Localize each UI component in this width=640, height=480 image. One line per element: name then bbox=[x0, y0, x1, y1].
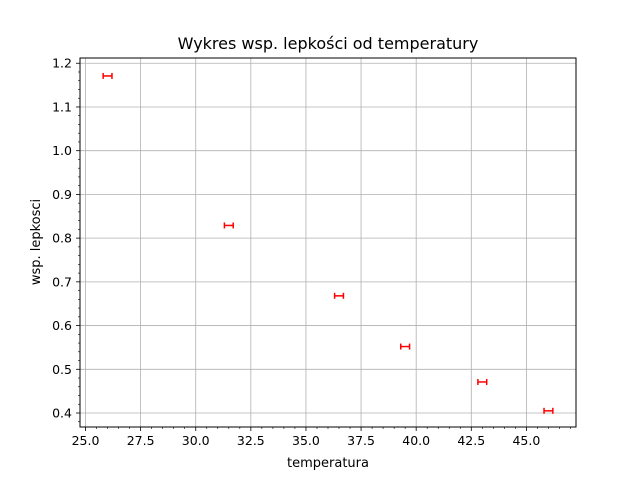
x-tick-label: 27.5 bbox=[127, 433, 155, 448]
x-tick-label: 35.0 bbox=[292, 433, 320, 448]
y-tick-label: 0.5 bbox=[52, 362, 72, 377]
plot-frame bbox=[79, 57, 577, 428]
x-tick-label: 45.0 bbox=[512, 433, 540, 448]
chart-title: Wykres wsp. lepkości od temperatury bbox=[178, 34, 479, 53]
data-point bbox=[223, 222, 234, 229]
x-axis-label: temperatura bbox=[287, 456, 369, 471]
x-tick-label: 37.5 bbox=[347, 433, 375, 448]
x-tick-label: 30.0 bbox=[182, 433, 210, 448]
y-tick-label: 0.7 bbox=[52, 274, 72, 289]
x-tick-label: 32.5 bbox=[237, 433, 265, 448]
data-point bbox=[102, 72, 113, 79]
y-tick-label: 1.2 bbox=[52, 56, 72, 71]
data-point bbox=[399, 343, 411, 350]
y-tick-label: 1.0 bbox=[52, 143, 72, 158]
data-point bbox=[543, 407, 554, 414]
x-tick-label: 25.0 bbox=[72, 433, 100, 448]
y-tick-label: 0.6 bbox=[52, 318, 72, 333]
x-tick-label: 42.5 bbox=[457, 433, 485, 448]
y-tick-label: 0.4 bbox=[52, 406, 72, 421]
y-tick-label: 0.8 bbox=[52, 231, 72, 246]
data-point bbox=[477, 378, 488, 385]
x-tick-label: 40.0 bbox=[402, 433, 430, 448]
major-ticks bbox=[76, 62, 527, 431]
y-tick-labels: 0.4 0.5 0.6 0.7 0.8 0.9 1.0 1.1 1.2 bbox=[52, 56, 72, 421]
grid bbox=[80, 58, 576, 427]
x-tick-labels: 25.0 27.5 30.0 32.5 35.0 37.5 40.0 42.5 45.0 bbox=[72, 433, 541, 448]
minor-ticks bbox=[78, 71, 571, 429]
y-tick-label: 0.9 bbox=[52, 187, 72, 202]
data-points bbox=[102, 72, 554, 414]
data-point bbox=[333, 292, 345, 299]
y-tick-label: 1.1 bbox=[52, 99, 72, 114]
y-axis-label: wsp. lepkosci bbox=[29, 199, 44, 285]
